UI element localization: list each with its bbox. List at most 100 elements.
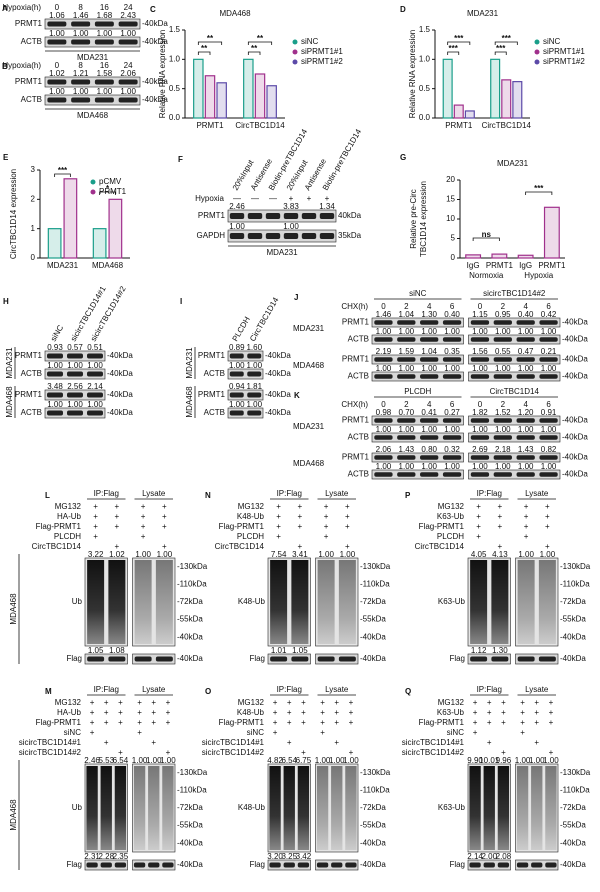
ub-smear [114, 766, 127, 850]
protein-band [87, 392, 103, 398]
protein-band [87, 353, 103, 359]
condition-label: HA-Ub [57, 512, 82, 521]
panel-letter: K [294, 391, 300, 400]
blot-membrane [371, 334, 464, 345]
blot-membrane [227, 350, 264, 362]
x-tick-label: CircTBC1D14 [235, 121, 285, 130]
condition-value: + [151, 738, 156, 747]
ub-smear [517, 560, 535, 644]
protein-band [297, 862, 310, 868]
quantification: 1.00 [329, 756, 345, 765]
condition-value: + [334, 698, 339, 707]
y-tick-label: 1 [31, 224, 36, 233]
significance-bracket [247, 41, 273, 45]
condition-value: + [104, 698, 109, 707]
condition-value: + [93, 502, 98, 511]
condition-value: + [141, 532, 146, 541]
protein-band [71, 39, 91, 45]
condition-value: + [524, 522, 529, 531]
quantification: 0.89 [229, 343, 245, 352]
lane-group-header: Lysate [525, 685, 549, 694]
protein-band [493, 418, 512, 423]
significance-label: *** [449, 44, 459, 53]
condition-value: + [301, 698, 306, 707]
cell-line-label: MDA231 [5, 347, 14, 379]
quantification: 1.00 [540, 550, 556, 559]
row-label: ACTB [21, 369, 42, 378]
condition-value: 4 [523, 302, 528, 311]
protein-band [247, 213, 263, 219]
quantification: 0.35 [444, 347, 460, 356]
significance-label: ** [257, 34, 264, 43]
lane-group-header: siNC [409, 289, 427, 298]
cell-line-label: MDA231 [293, 422, 325, 431]
legend-marker [292, 49, 298, 55]
condition-value: + [273, 698, 278, 707]
quantification: 1.00 [120, 87, 136, 96]
significance-bracket [447, 51, 460, 55]
lane-group-header: Lysate [142, 685, 166, 694]
condition-value: + [137, 728, 142, 737]
kda-marker: -40kDa [142, 19, 168, 28]
blot-membrane [44, 76, 141, 88]
quantification: 1.00 [399, 364, 415, 373]
condition-value: 2 [501, 400, 506, 409]
protein-band [517, 656, 535, 662]
cell-line-label: MDA231 [185, 347, 194, 379]
x-tick-label: PRMT1 [486, 261, 514, 270]
quantification: 1.00 [518, 327, 534, 336]
condition-label: sicircTBC1D14#2 [202, 748, 265, 757]
condition-value: + [287, 698, 292, 707]
quantification: 1.00 [132, 756, 148, 765]
condition-value: + [334, 718, 339, 727]
row-label: ACTB [204, 408, 225, 417]
condition-value: — [251, 194, 259, 203]
condition-value: + [473, 708, 478, 717]
blot-membrane [132, 653, 176, 665]
quantification: 2.06 [120, 69, 136, 78]
protein-band [118, 97, 138, 103]
kda-marker: -55kDa [177, 821, 203, 830]
condition-value: + [498, 542, 503, 551]
y-axis-label: CircTBC1D14 expression [9, 169, 18, 259]
protein-band [301, 233, 317, 239]
lane-group-header: sicircTBC1D14#2 [483, 289, 546, 298]
row-label: ACTB [204, 369, 225, 378]
kda-marker: -72kDa [360, 597, 386, 606]
quantification: 1.04 [421, 347, 437, 356]
protein-band [338, 656, 356, 662]
quantification: 1.00 [444, 364, 460, 373]
lane-group-header: IP:Flag [277, 489, 302, 498]
condition-value: + [151, 718, 156, 727]
protein-band [374, 455, 393, 460]
ub-smear [148, 766, 160, 850]
quantification: 1.00 [343, 756, 359, 765]
bar [254, 73, 266, 119]
row-label: PRMT1 [342, 318, 370, 327]
condition-value: + [545, 502, 550, 511]
condition-value: + [325, 194, 330, 203]
condition-label: sicircTBC1D14#2 [19, 748, 82, 757]
blot-membrane [267, 653, 311, 665]
quantification: 0.42 [541, 310, 557, 319]
significance-label: *** [58, 166, 68, 175]
panel-letter: B [2, 62, 8, 71]
kda-marker: -40kDa [562, 416, 588, 425]
row-label: PRMT1 [342, 416, 370, 425]
quantification: 1.00 [67, 400, 83, 409]
blot-membrane [468, 334, 561, 345]
lane-label: CircTBC1D14 [248, 295, 281, 343]
protein-band [442, 337, 462, 342]
protein-band [47, 79, 67, 85]
bar [543, 206, 560, 259]
quantification: 3.20 [267, 852, 283, 861]
condition-value: + [476, 532, 481, 541]
kda-marker: 40kDa [338, 211, 362, 220]
y-tick-label: 1.0 [419, 54, 431, 63]
condition-value: + [273, 718, 278, 727]
condition-label: MG132 [238, 698, 265, 707]
protein-band [442, 435, 462, 440]
condition-value: + [349, 698, 354, 707]
ub-smear [162, 766, 174, 850]
significance-label: ** [251, 44, 258, 53]
